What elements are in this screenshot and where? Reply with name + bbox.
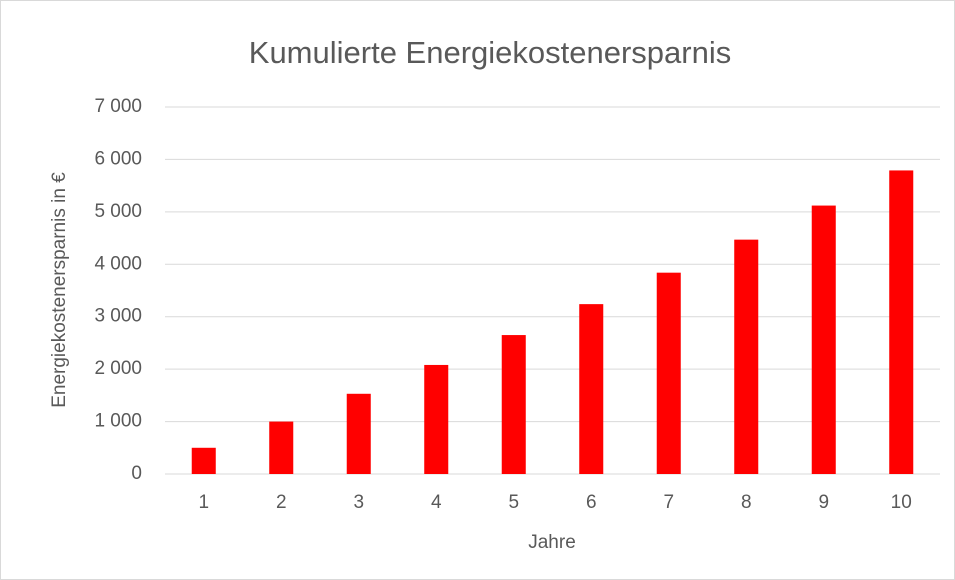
y-tick-label: 5 000 <box>94 201 142 222</box>
x-tick-label: 2 <box>276 492 287 513</box>
x-tick-label: 5 <box>508 492 519 513</box>
y-tick-label: 0 <box>131 463 142 484</box>
x-tick-label: 8 <box>741 492 752 513</box>
x-tick-label: 4 <box>431 492 442 513</box>
x-tick-label: 6 <box>586 492 597 513</box>
x-tick-label: 10 <box>891 492 912 513</box>
x-tick-label: 9 <box>818 492 829 513</box>
bar <box>501 335 526 474</box>
bar <box>811 205 836 474</box>
x-tick-label: 1 <box>198 492 209 513</box>
y-tick-label: 7 000 <box>94 96 142 117</box>
y-tick-label: 3 000 <box>94 306 142 327</box>
bar <box>269 421 294 474</box>
y-tick-label: 2 000 <box>94 358 142 379</box>
bar <box>656 272 681 474</box>
bar <box>889 170 914 474</box>
y-tick-label: 1 000 <box>94 411 142 432</box>
bar <box>424 364 449 474</box>
bar <box>346 393 371 474</box>
bar <box>579 304 604 474</box>
bar <box>191 447 216 474</box>
x-tick-label: 7 <box>663 492 674 513</box>
bar <box>734 239 759 474</box>
x-axis-label: Jahre <box>528 532 576 553</box>
y-tick-label: 4 000 <box>94 253 142 274</box>
x-tick-label: 3 <box>353 492 364 513</box>
y-tick-label: 6 000 <box>94 148 142 169</box>
chart-title: Kumulierte Energiekostenersparnis <box>249 35 731 70</box>
y-axis-label: Energiekostenersparnis in € <box>49 172 70 408</box>
